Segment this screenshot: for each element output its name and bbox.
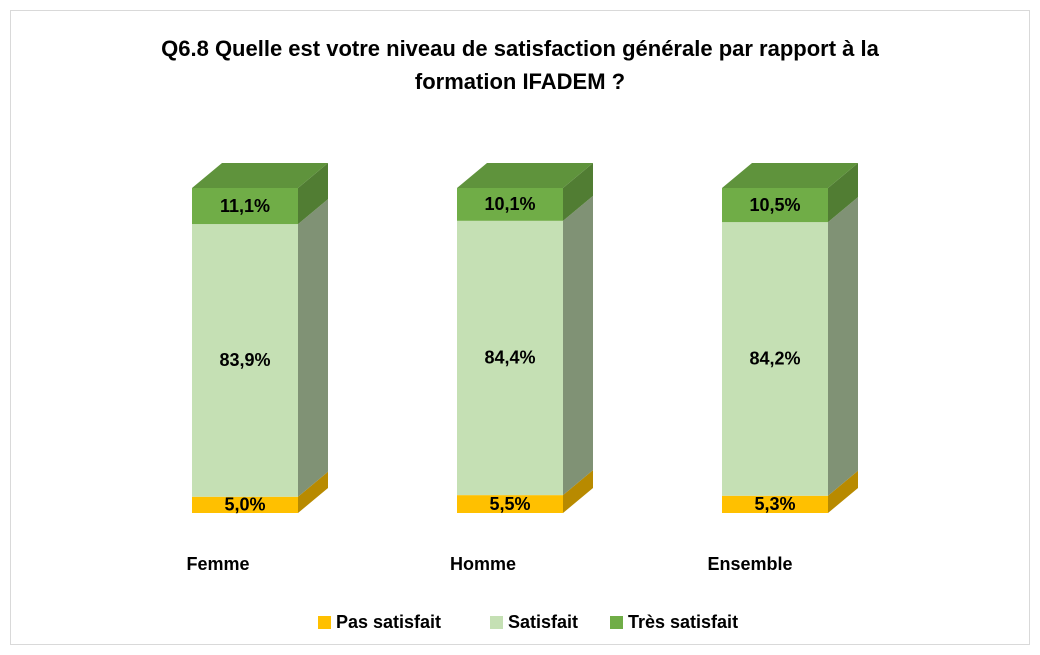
chart-title: Q6.8 Quelle est votre niveau de satisfac… <box>161 36 879 94</box>
bar <box>722 495 828 513</box>
bar <box>722 222 828 496</box>
legend-swatch <box>490 616 503 629</box>
x-tick-label: Ensemble <box>707 554 792 574</box>
bar-side <box>298 163 328 225</box>
bar-top <box>192 163 328 188</box>
value-label: 10,5% <box>749 195 800 215</box>
bar <box>722 188 828 223</box>
value-label: 5,3% <box>754 494 795 514</box>
value-label: 84,2% <box>749 349 800 369</box>
bar-side <box>563 470 593 513</box>
bar-top <box>722 163 858 188</box>
legend-label: Pas satisfait <box>336 612 441 632</box>
bar <box>192 496 298 513</box>
legend-swatch <box>318 616 331 629</box>
legend-label: Satisfait <box>508 612 578 632</box>
value-label: 5,0% <box>224 495 265 515</box>
bar-side <box>563 195 593 496</box>
bar <box>192 188 298 225</box>
value-label: 11,1% <box>220 196 270 216</box>
value-label: 83,9% <box>219 350 270 370</box>
x-tick-label: Femme <box>186 554 249 574</box>
bar-side <box>563 163 593 221</box>
bar <box>192 224 298 497</box>
bar <box>457 495 563 513</box>
legend-label: Très satisfait <box>628 612 738 632</box>
bar-side <box>298 199 328 497</box>
legend-swatch <box>610 616 623 629</box>
value-label: 10,1% <box>484 194 535 214</box>
value-label: 5,5% <box>489 494 530 514</box>
x-tick-label: Homme <box>450 554 516 574</box>
bar-side <box>828 163 858 223</box>
bar-top <box>457 163 593 188</box>
bar-side <box>828 197 858 496</box>
bar <box>457 220 563 496</box>
bar <box>457 188 563 221</box>
bar-side <box>298 471 328 513</box>
value-label: 84,4% <box>484 348 535 368</box>
bar-side <box>828 470 858 513</box>
title-box: Q6.8 Quelle est votre niveau de satisfac… <box>161 36 879 94</box>
